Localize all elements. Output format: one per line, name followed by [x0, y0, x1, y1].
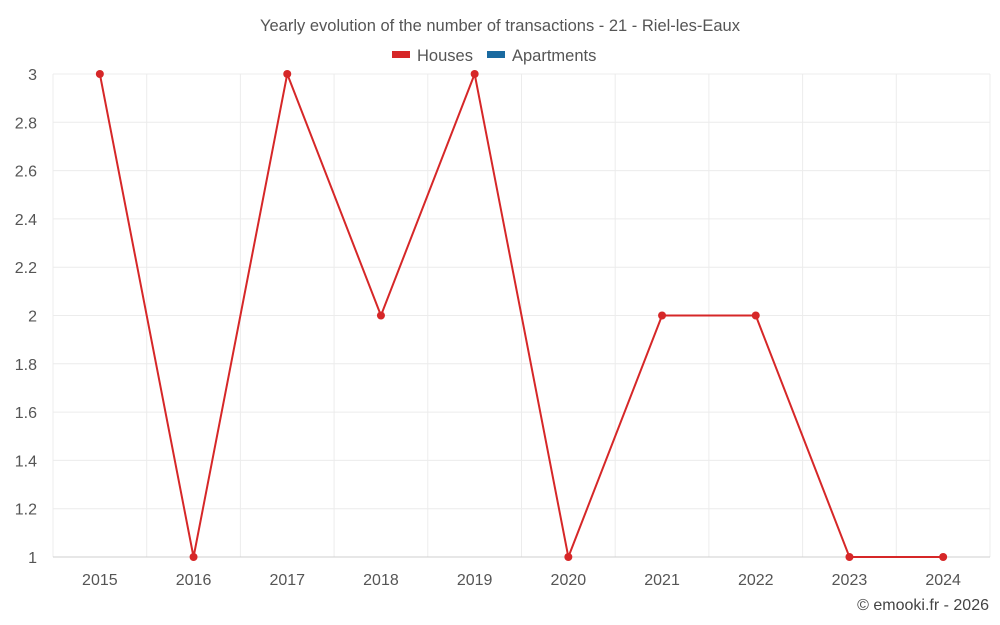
- legend-swatch-apartments: [487, 51, 505, 58]
- x-tick-label: 2022: [738, 572, 774, 589]
- x-tick-label: 2019: [457, 572, 493, 589]
- y-tick-label: 2.4: [15, 212, 37, 229]
- y-tick-label: 2.2: [15, 260, 37, 277]
- x-tick-label: 2018: [363, 572, 399, 589]
- x-tick-label: 2016: [176, 572, 212, 589]
- y-axis: 1 1.2 1.4 1.6 1.8 2 2.2 2.4 2.6 2.8 3: [15, 67, 37, 567]
- y-tick-label: 2.6: [15, 164, 37, 181]
- y-tick-label: 2.8: [15, 115, 37, 132]
- legend-label-apartments[interactable]: Apartments: [512, 47, 596, 65]
- x-tick-label: 2017: [269, 572, 305, 589]
- data-point-houses[interactable]: [564, 553, 573, 561]
- data-point-houses[interactable]: [470, 70, 479, 78]
- y-tick-label: 2: [28, 309, 37, 326]
- data-point-houses[interactable]: [283, 70, 292, 78]
- data-point-houses[interactable]: [939, 553, 948, 561]
- plot-area: [95, 70, 948, 561]
- data-point-houses[interactable]: [189, 553, 198, 561]
- y-tick-label: 3: [28, 67, 37, 84]
- data-point-houses[interactable]: [751, 311, 760, 320]
- x-tick-label: 2023: [832, 572, 868, 589]
- data-point-houses[interactable]: [658, 311, 667, 320]
- x-tick-label: 2015: [82, 572, 118, 589]
- y-tick-label: 1.6: [15, 405, 37, 422]
- y-tick-label: 1.2: [15, 502, 37, 519]
- y-tick-label: 1: [28, 550, 37, 567]
- chart-title: Yearly evolution of the number of transa…: [260, 17, 741, 35]
- legend: Houses Apartments: [392, 47, 596, 65]
- x-tick-label: 2024: [925, 572, 961, 589]
- credit-text: © emooki.fr - 2026: [857, 597, 989, 614]
- x-tick-label: 2021: [644, 572, 680, 589]
- series-line-houses: [98, 70, 944, 561]
- data-point-houses[interactable]: [95, 70, 104, 78]
- y-tick-label: 1.4: [15, 453, 37, 470]
- legend-label-houses[interactable]: Houses: [417, 47, 473, 65]
- data-point-houses[interactable]: [845, 553, 854, 561]
- x-tick-label: 2020: [551, 572, 587, 589]
- legend-swatch-houses: [392, 51, 410, 58]
- x-axis: 2015 2016 2017 2018 2019 2020 2021 2022 2023 2024: [53, 556, 990, 589]
- data-point-houses[interactable]: [376, 311, 385, 320]
- y-tick-label: 1.8: [15, 357, 37, 374]
